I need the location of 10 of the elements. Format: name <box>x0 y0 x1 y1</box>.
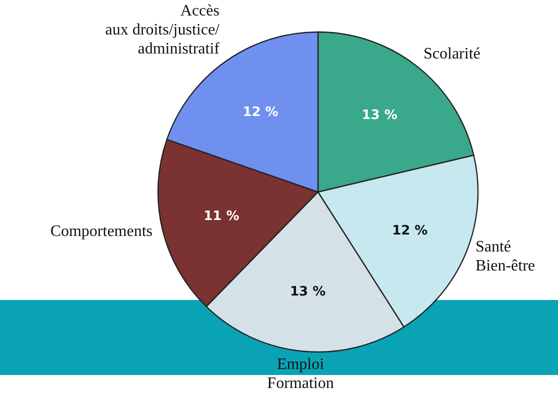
data-label: 13 % <box>362 108 398 124</box>
data-label: 12 % <box>392 223 428 238</box>
slice-label: Scolarité <box>424 46 480 63</box>
data-label: 12 % <box>242 105 278 120</box>
data-label: 11 % <box>204 208 240 224</box>
slice-label: Accès aux droits/justice/ administratif <box>105 2 220 58</box>
data-label: 13 % <box>290 284 326 300</box>
slice-label: Emploi Formation <box>267 356 334 392</box>
slice-label: Santé Bien-être <box>475 238 536 275</box>
slice-label: Comportements <box>50 223 153 240</box>
